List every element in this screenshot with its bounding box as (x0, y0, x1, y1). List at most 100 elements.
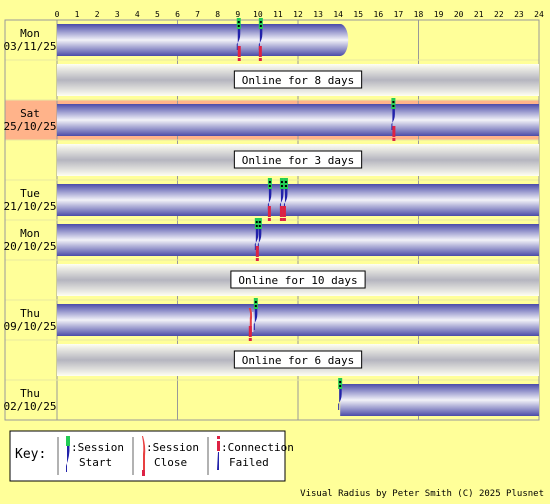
row-day: Mon (20, 27, 40, 40)
online-gap-label: Online for 6 days (233, 350, 363, 369)
online-gap-label: Online for 3 days (233, 150, 363, 169)
session-bar-end (332, 24, 349, 56)
hour-label-17: 17 (394, 10, 404, 19)
connection-failed-marker (279, 206, 283, 221)
start-flag-mark (392, 105, 395, 107)
chart-frame (4, 19, 540, 421)
session-bar (340, 384, 539, 416)
hour-label-20: 20 (454, 10, 464, 19)
start-flag (258, 18, 263, 29)
gap-label-box (230, 270, 366, 289)
hour-label-7: 7 (195, 10, 200, 19)
start-flag-mark (392, 101, 395, 103)
start-flag-mark (268, 185, 271, 187)
connection-failed-marker (248, 326, 252, 341)
gap-label-text: Online for 10 days (238, 274, 357, 287)
failed-flag (255, 246, 259, 257)
start-flag-mark (268, 181, 271, 183)
row-day: Tue (20, 187, 40, 200)
session-start-marker (283, 178, 288, 210)
legend-key: Key::Session Start:Session Close:Connectio… (9, 430, 294, 482)
start-flag-mark (254, 301, 257, 303)
hour-label-8: 8 (215, 10, 220, 19)
hour-label-18: 18 (414, 10, 424, 19)
start-flag (391, 98, 396, 109)
failed-flag (282, 206, 286, 217)
start-flag-mark (339, 385, 342, 387)
start-flag-mark (237, 21, 240, 23)
start-flag-mark (259, 25, 262, 27)
session-bar (57, 224, 539, 256)
start-line (257, 229, 262, 250)
session-start-marker (279, 178, 284, 210)
gap-label-text: Online for 6 days (242, 354, 355, 367)
row-date: 25/10/25 (4, 120, 57, 133)
session-start-marker (267, 178, 272, 210)
connection-failed-marker (282, 206, 286, 221)
row-date: 20/10/25 (4, 240, 57, 253)
row-day: Thu (20, 307, 40, 320)
hour-label-0: 0 (55, 10, 60, 19)
legend-failed-flag (217, 441, 220, 451)
gap-label-box (233, 150, 363, 169)
connection-failed-marker (392, 126, 396, 141)
failed-flag (237, 46, 241, 57)
start-flag (267, 178, 272, 189)
start-line (254, 229, 259, 250)
hour-label-5: 5 (155, 10, 160, 19)
start-flag-mark (284, 185, 287, 187)
legend-item-line1: :Session (71, 441, 124, 454)
start-flag-mark (339, 381, 342, 383)
connection-failed-marker (258, 46, 262, 61)
hour-label-14: 14 (333, 10, 343, 19)
start-line (338, 389, 342, 410)
session-bar (57, 24, 341, 56)
start-line (391, 109, 395, 130)
failed-dot (237, 58, 241, 61)
failed-dot (248, 338, 252, 341)
start-flag-mark (284, 181, 287, 183)
legend-failed-line (217, 452, 219, 470)
hour-label-1: 1 (75, 10, 80, 19)
start-flag-mark (259, 21, 262, 23)
hour-label-16: 16 (374, 10, 384, 19)
hour-label-6: 6 (175, 10, 180, 19)
start-flag-mark (255, 225, 258, 227)
session-start-marker (253, 298, 258, 330)
hour-label-22: 22 (494, 10, 504, 19)
start-flag (236, 18, 241, 29)
failed-flag (279, 206, 283, 217)
legend-item-line2: Start (79, 456, 112, 469)
legend-title: Key: (15, 447, 46, 462)
legend-start-icon (66, 436, 70, 446)
gap-label-box (233, 70, 363, 89)
connection-failed-marker (255, 246, 259, 261)
legend-failed-dot (217, 436, 220, 439)
footer-credit: Visual Radius by Peter Smith (C) 2025 Pl… (300, 489, 544, 499)
hour-label-11: 11 (273, 10, 283, 19)
failed-flag (392, 126, 396, 137)
start-line (236, 29, 241, 50)
gap-label-text: Online for 3 days (242, 154, 355, 167)
start-line (283, 189, 288, 210)
failed-dot (258, 58, 262, 61)
hour-label-2: 2 (95, 10, 100, 19)
hour-label-4: 4 (135, 10, 140, 19)
session-start-marker (254, 218, 259, 250)
start-flag (254, 218, 259, 229)
start-flag-mark (237, 25, 240, 27)
failed-dot (255, 258, 259, 261)
gap-label-text: Online for 8 days (242, 74, 355, 87)
hour-label-21: 21 (474, 10, 484, 19)
start-flag-mark (280, 181, 283, 183)
connection-failed-marker (267, 206, 271, 221)
hour-label-23: 23 (514, 10, 524, 19)
hour-label-19: 19 (434, 10, 444, 19)
legend-item-line2: Failed (229, 456, 269, 469)
session-bar (57, 104, 539, 136)
legend-item-line2: Close (154, 456, 187, 469)
online-gap-label: Online for 10 days (230, 270, 366, 289)
start-flag-mark (280, 185, 283, 187)
legend-close-icon (142, 436, 146, 470)
